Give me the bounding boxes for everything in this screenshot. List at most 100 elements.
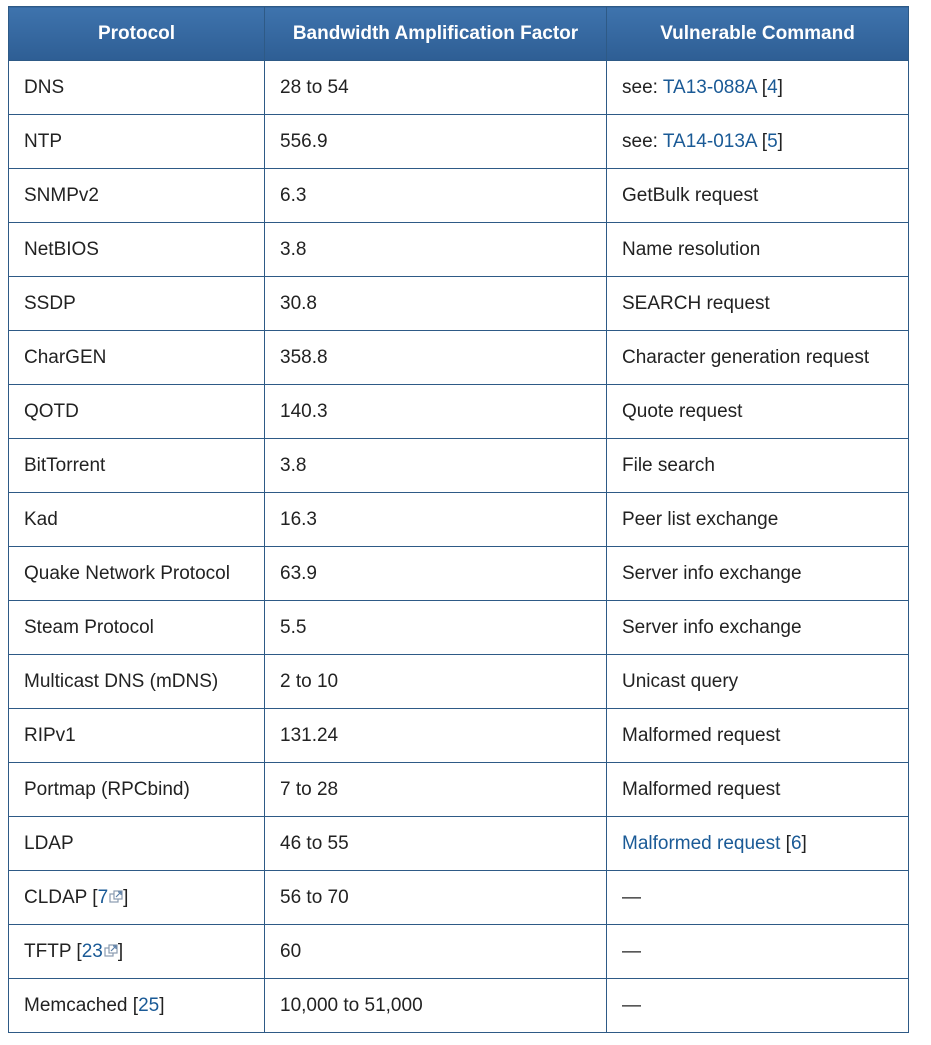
protocol-reference-link[interactable]: 23 (81, 940, 103, 962)
ref-bracket-close: ] (801, 832, 807, 854)
amplification-factor-value: 16.3 (280, 508, 317, 530)
table-row: CharGEN 358.8 Character generation request (8, 330, 909, 385)
amplification-factor-cell: 5.5 (264, 600, 607, 655)
amplification-factor-cell: 56 to 70 (264, 870, 607, 925)
ref-bracket-close: ] (777, 76, 783, 98)
amplification-factor-value: 7 to 28 (280, 778, 339, 800)
protocol-cell: Memcached [25] (8, 978, 265, 1033)
command-link[interactable]: TA13-088A (662, 76, 757, 98)
protocol-name: CharGEN (24, 346, 107, 368)
ref-bracket-close: ] (777, 130, 783, 152)
amplification-factor-cell: 30.8 (264, 276, 607, 331)
ref-bracket-close: ] (123, 886, 129, 908)
vulnerable-command-cell: Unicast query (606, 654, 909, 709)
table-row: NTP 556.9 see: TA14-013A [5] (8, 114, 909, 169)
command-link[interactable]: TA14-013A (662, 130, 757, 152)
command-text: Character generation request (622, 346, 870, 368)
amplification-factor-cell: 46 to 55 (264, 816, 607, 871)
command-text: Peer list exchange (622, 508, 779, 530)
table-row: Steam Protocol 5.5 Server info exchange (8, 600, 909, 655)
table-row: Multicast DNS (mDNS) 2 to 10 Unicast query (8, 654, 909, 709)
vulnerable-command-cell: SEARCH request (606, 276, 909, 331)
amplification-factor-value: 358.8 (280, 346, 328, 368)
amplification-factor-cell: 358.8 (264, 330, 607, 385)
header-protocol: Protocol (8, 6, 265, 61)
amplification-factor-cell: 60 (264, 924, 607, 979)
vulnerable-command-cell: Name resolution (606, 222, 909, 277)
command-link[interactable]: Malformed request (622, 832, 781, 854)
amplification-factor-cell: 2 to 10 (264, 654, 607, 709)
table-row: QOTD 140.3 Quote request (8, 384, 909, 439)
ref-bracket-open: [ (756, 76, 768, 98)
amplification-factor-value: 46 to 55 (280, 832, 349, 854)
amplification-factor-value: 3.8 (280, 454, 307, 476)
amplification-factor-cell: 140.3 (264, 384, 607, 439)
command-reference-link[interactable]: 4 (767, 76, 778, 98)
protocol-cell: NetBIOS (8, 222, 265, 277)
protocol-cell: SSDP (8, 276, 265, 331)
amplification-factor-cell: 3.8 (264, 222, 607, 277)
protocol-name: Memcached (24, 994, 128, 1016)
protocol-name: CLDAP (24, 886, 88, 908)
table-row: Portmap (RPCbind) 7 to 28 Malformed reques… (8, 762, 909, 817)
protocol-cell: CLDAP [7] (8, 870, 265, 925)
vulnerable-command-cell: Server info exchange (606, 546, 909, 601)
amplification-factor-cell: 3.8 (264, 438, 607, 493)
ref-bracket-close: ] (117, 940, 124, 962)
vulnerable-command-cell: Malformed request (606, 708, 909, 763)
table-row: Memcached [25] 10,000 to 51,000 — (8, 978, 909, 1033)
protocol-cell: Portmap (RPCbind) (8, 762, 265, 817)
amplification-factor-value: 556.9 (280, 130, 328, 152)
command-text: File search (622, 454, 715, 476)
protocol-name: BitTorrent (24, 454, 106, 476)
protocol-name: RIPv1 (24, 724, 76, 746)
command-reference-link[interactable]: 6 (790, 832, 802, 854)
table-row: DNS 28 to 54 see: TA13-088A [4] (8, 60, 909, 115)
protocol-name: Kad (24, 508, 58, 530)
external-link-icon (109, 889, 123, 903)
amplification-factor-value: 6.3 (280, 184, 307, 206)
protocol-name: Portmap (RPCbind) (24, 778, 190, 800)
amplification-factor-value: 30.8 (280, 292, 317, 314)
protocol-cell: RIPv1 (8, 708, 265, 763)
protocol-cell: SNMPv2 (8, 168, 265, 223)
command-text: — (622, 886, 641, 908)
command-text: Unicast query (622, 670, 739, 692)
table-row: SSDP 30.8 SEARCH request (8, 276, 909, 331)
command-reference-link[interactable]: 5 (767, 130, 778, 152)
protocol-reference-link[interactable]: 25 (138, 994, 160, 1016)
command-text: Quote request (622, 400, 743, 422)
vulnerable-command-cell: — (606, 978, 909, 1033)
amplification-factor-cell: 7 to 28 (264, 762, 607, 817)
protocol-name: NetBIOS (24, 238, 99, 260)
amplification-factor-cell: 131.24 (264, 708, 607, 763)
table-row: TFTP [23] 60 — (8, 924, 909, 979)
protocol-cell: QOTD (8, 384, 265, 439)
protocol-cell: Kad (8, 492, 265, 547)
protocol-cell: Quake Network Protocol (8, 546, 265, 601)
command-text: Malformed request (622, 778, 781, 800)
amplification-factor-value: 10,000 to 51,000 (280, 994, 423, 1016)
protocol-name: TFTP (24, 940, 72, 962)
ref-bracket-open: [ (87, 886, 98, 908)
vulnerable-command-cell: — (606, 870, 909, 925)
vulnerable-command-cell: — (606, 924, 909, 979)
protocol-cell: Multicast DNS (mDNS) (8, 654, 265, 709)
protocol-name: QOTD (24, 400, 79, 422)
external-link-icon (104, 943, 118, 957)
command-text: Server info exchange (622, 616, 802, 638)
vulnerable-command-cell: File search (606, 438, 909, 493)
ref-bracket-open: [ (756, 130, 768, 152)
protocol-cell: TFTP [23] (8, 924, 265, 979)
protocol-name: NTP (24, 130, 62, 152)
amplification-factor-value: 63.9 (280, 562, 317, 584)
protocol-cell: NTP (8, 114, 265, 169)
vulnerable-command-cell: Malformed request [6] (606, 816, 909, 871)
table-body: DNS 28 to 54 see: TA13-088A [4] NTP 556.9 see… (8, 60, 909, 1033)
table-row: RIPv1 131.24 Malformed request (8, 708, 909, 763)
protocol-cell: DNS (8, 60, 265, 115)
table-row: Quake Network Protocol 63.9 Server info ex… (8, 546, 909, 601)
table-row: LDAP 46 to 55 Malformed request [6] (8, 816, 909, 871)
vulnerable-command-cell: Malformed request (606, 762, 909, 817)
protocol-reference-link[interactable]: 7 (97, 886, 109, 908)
